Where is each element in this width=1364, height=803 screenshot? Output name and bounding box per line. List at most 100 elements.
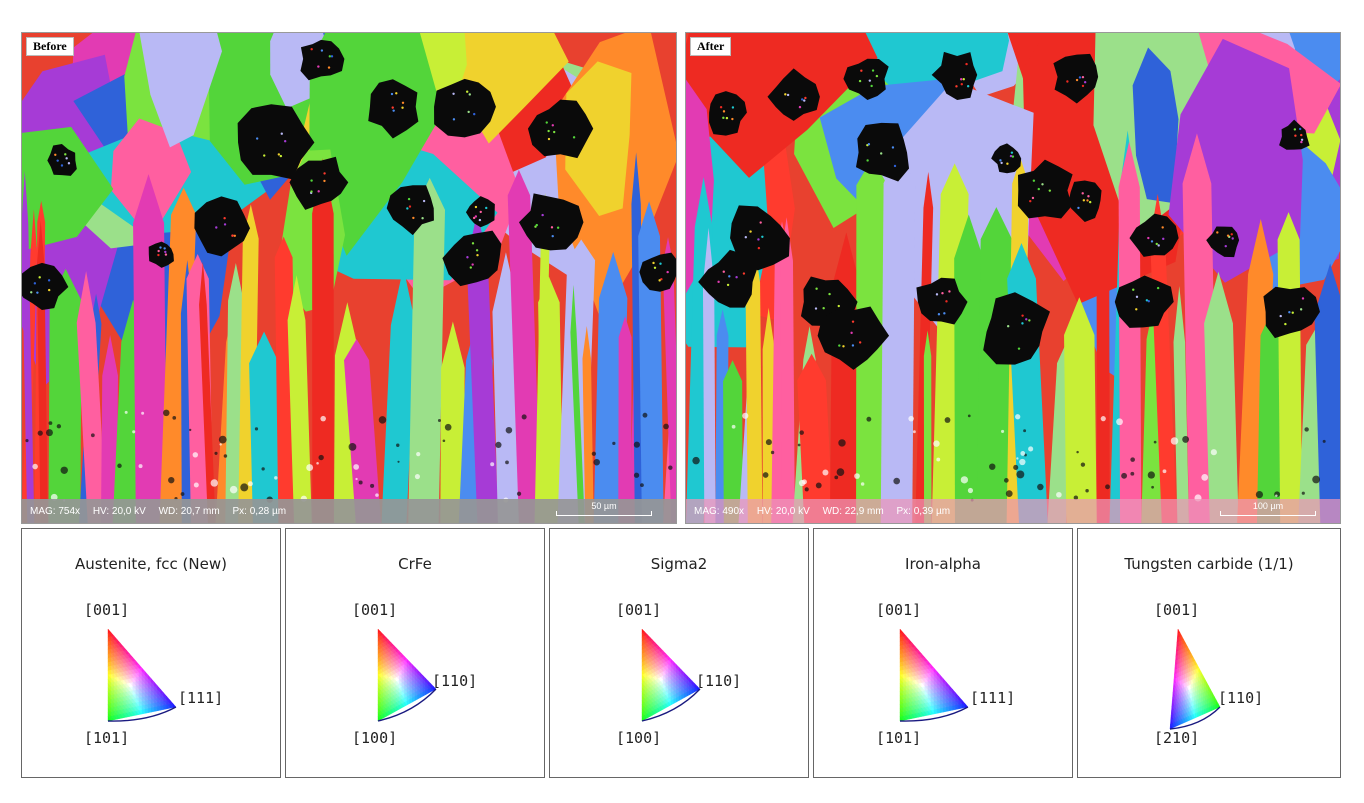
- speckle: [254, 427, 259, 431]
- scale-bar-line: [1220, 511, 1316, 516]
- columnar-grain: [1096, 172, 1110, 523]
- columnar-grain: [702, 227, 716, 523]
- micrograph-after: After MAG: 490x HV: 20,0 kV WD: 22,9 mm …: [685, 32, 1341, 524]
- legend-austenite: Austenite, fcc (New) [001] [111] [101]: [21, 528, 281, 778]
- columnar-grain: [1118, 141, 1142, 523]
- sem-info-bar-before: MAG: 754x HV: 20,0 kV WD: 20,7 mm Px: 0,…: [22, 499, 676, 523]
- speckle: [1016, 470, 1025, 479]
- speckle: [960, 476, 969, 484]
- micrograph-before: Before MAG: 754x HV: 20,0 kV WD: 20,7 mm…: [21, 32, 677, 524]
- speckle: [521, 414, 527, 420]
- ebsd-map-after: [686, 33, 1340, 523]
- speckle: [318, 454, 324, 461]
- columnar-grain: [48, 268, 82, 523]
- speckle: [1085, 489, 1089, 493]
- speckle: [375, 493, 379, 497]
- speckle: [163, 409, 170, 417]
- speckle: [612, 441, 616, 446]
- speckle: [505, 460, 509, 465]
- columnar-grain: [249, 331, 283, 523]
- axis-label-right: [110]: [696, 672, 742, 690]
- axis-label-bottom: [101]: [84, 729, 130, 747]
- speckle: [936, 457, 941, 462]
- speckle: [1028, 446, 1034, 452]
- ipf-color-grid: [1169, 628, 1221, 730]
- speckle: [505, 426, 513, 434]
- speckle: [229, 485, 238, 494]
- carbide-cluster: [931, 51, 978, 101]
- carbide-cluster: [1114, 275, 1174, 328]
- speckle: [1201, 474, 1209, 481]
- speckle: [56, 424, 62, 429]
- scale-bar-label: 100 µm: [1252, 501, 1284, 511]
- ipf-triangle: [899, 628, 969, 722]
- speckle: [416, 452, 421, 457]
- columnar-grain: [538, 276, 564, 523]
- speckle: [633, 441, 640, 448]
- speckle: [836, 468, 845, 476]
- speckle: [442, 439, 446, 443]
- axis-label-top: [001]: [876, 601, 922, 619]
- speckle: [668, 465, 673, 470]
- speckle: [1100, 416, 1106, 422]
- phase-title: CrFe: [398, 555, 432, 573]
- columnar-grain: [1204, 271, 1239, 523]
- speckle: [247, 481, 253, 487]
- speckle: [223, 454, 228, 458]
- speckle: [1005, 490, 1013, 498]
- speckle: [219, 443, 222, 446]
- phase-title: Tungsten carbide (1/1): [1124, 555, 1294, 573]
- speckle: [1130, 457, 1135, 462]
- carbide-cluster: [368, 79, 419, 139]
- speckle: [172, 415, 177, 420]
- speckle: [141, 411, 145, 415]
- columnar-grain: [976, 207, 1013, 523]
- grain: [841, 33, 1010, 105]
- speckle: [348, 442, 357, 451]
- speckle: [25, 439, 29, 443]
- speckle: [742, 412, 749, 419]
- ipf-edge: [641, 688, 701, 722]
- columnar-grain: [1150, 193, 1177, 523]
- speckle: [444, 423, 452, 431]
- speckle: [396, 443, 400, 447]
- speckle: [860, 482, 865, 486]
- speckle: [397, 460, 400, 463]
- high-voltage: HV: 20,0 kV: [756, 506, 810, 517]
- speckle: [1080, 462, 1086, 467]
- carbide-cluster: [386, 185, 434, 236]
- axis-label-right: [111]: [178, 689, 224, 707]
- grain: [22, 126, 114, 251]
- legend-sigma2: Sigma2 [001] [110] [100]: [549, 528, 809, 778]
- scale-bar-line: [556, 511, 652, 516]
- carbide-cluster: [817, 306, 890, 370]
- speckle: [193, 482, 199, 488]
- speckle: [306, 464, 314, 471]
- scale-bar-before: 50 µm: [556, 501, 652, 519]
- columnar-grain: [1064, 297, 1097, 523]
- speckle: [1116, 418, 1123, 426]
- speckle: [240, 483, 249, 492]
- ipf-triangle: [641, 628, 701, 722]
- speckle: [989, 463, 996, 470]
- speckle: [967, 414, 971, 418]
- speckle: [274, 476, 278, 480]
- speckle: [1019, 458, 1026, 466]
- speckle: [1170, 437, 1179, 445]
- speckle: [516, 491, 522, 496]
- speckle: [591, 451, 597, 456]
- speckle: [804, 487, 809, 492]
- speckle: [1322, 439, 1326, 443]
- speckle: [117, 463, 122, 469]
- axis-label-bottom: [100]: [352, 729, 398, 747]
- carbide-cluster: [442, 230, 502, 287]
- columnar-grain: [76, 271, 107, 523]
- axis-label-right: [110]: [432, 672, 478, 690]
- carbide-cluster: [194, 196, 251, 257]
- speckle: [1275, 494, 1278, 497]
- columnar-grain: [199, 261, 216, 523]
- speckle: [210, 479, 219, 487]
- carbide-cluster: [916, 277, 968, 325]
- speckle: [770, 450, 775, 455]
- speckle: [90, 433, 95, 438]
